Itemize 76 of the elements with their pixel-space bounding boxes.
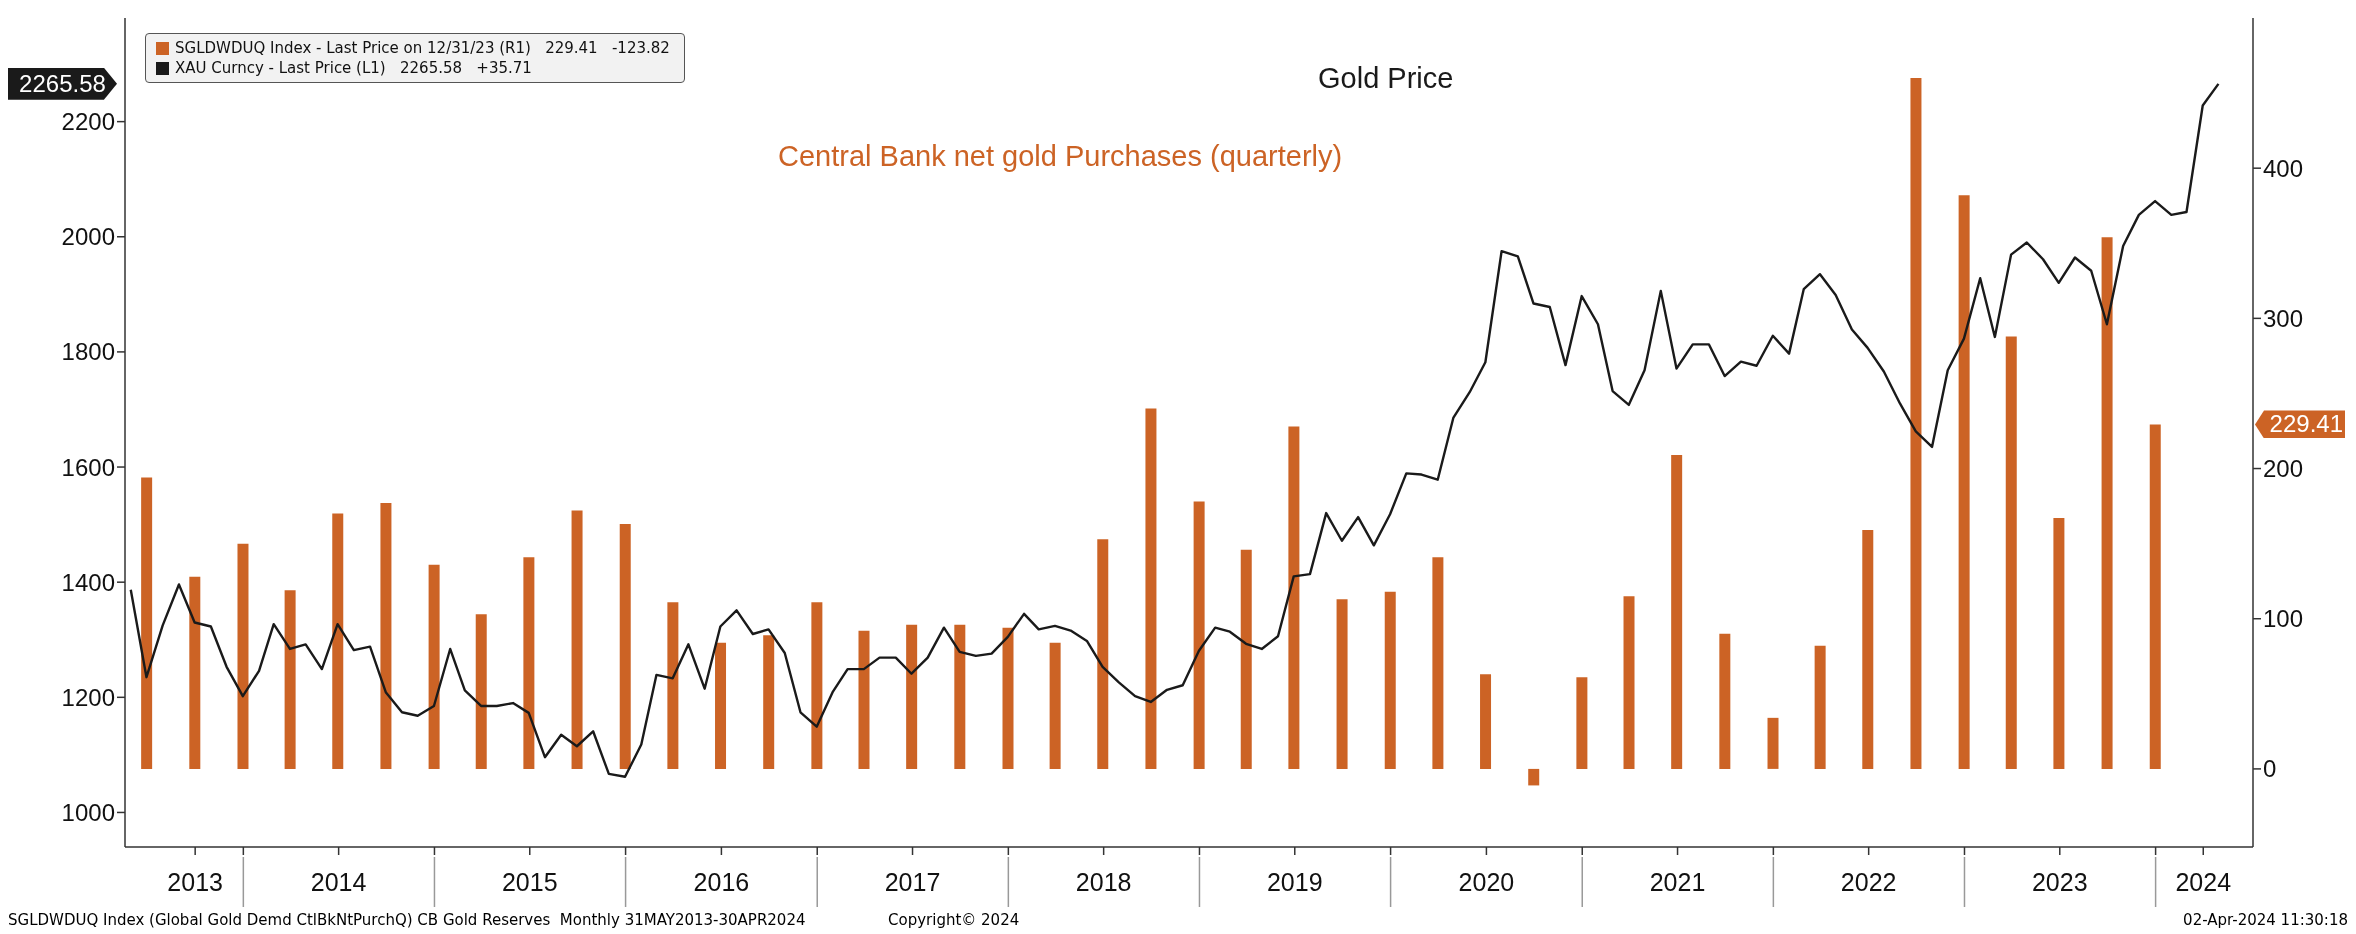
bar <box>1002 627 1014 769</box>
y-tick-label: 1800 <box>61 338 115 366</box>
bar <box>475 614 487 769</box>
bar <box>1814 645 1826 769</box>
text: 02-Apr-2024 11:30:18 <box>2183 911 2348 929</box>
bar <box>2053 518 2065 769</box>
x-tick-label: 2023 <box>2031 868 2088 896</box>
bar <box>1336 599 1348 769</box>
y2-tick-label: 100 <box>2263 605 2304 633</box>
text: 2265.58 <box>8 67 117 100</box>
y2-tick-label: 400 <box>2263 154 2304 182</box>
bar <box>1958 195 1970 769</box>
bar <box>1767 717 1779 769</box>
bar <box>1862 530 1874 769</box>
y2-tick-label: 200 <box>2263 455 2304 483</box>
bar <box>332 513 344 769</box>
bar <box>1097 539 1109 769</box>
y2-tick-label: 300 <box>2263 304 2304 332</box>
x-tick-label: 2017 <box>884 868 941 896</box>
y2-tick-label: 0 <box>2263 755 2277 783</box>
x-tick-label: 2018 <box>1075 868 1132 896</box>
bar <box>1623 596 1635 769</box>
legend-label: XAU Curncy - Last Price (L1) 2265.58 +35.71 <box>175 58 532 78</box>
bar <box>858 630 870 769</box>
x-tick-label: 2022 <box>1840 868 1897 896</box>
x-tick-label: 2019 <box>1266 868 1323 896</box>
bar <box>1049 642 1061 769</box>
bar <box>667 602 679 769</box>
bar <box>1719 633 1731 769</box>
bar <box>954 624 966 769</box>
legend-label: SGLDWDUQ Index - Last Price on 12/31/23 (R1) 229.41 -123.82 <box>175 38 670 58</box>
bar <box>1384 591 1396 769</box>
bar <box>571 510 583 769</box>
bar <box>141 477 153 769</box>
bar <box>2101 237 2113 769</box>
bar <box>1240 549 1252 769</box>
y-tick-label: 1200 <box>61 683 115 711</box>
bar <box>1145 408 1157 769</box>
bar <box>189 576 201 769</box>
bar <box>1910 78 1922 769</box>
bar <box>1193 501 1205 769</box>
y-tick-label: 1400 <box>61 568 115 596</box>
bar <box>380 503 392 769</box>
bar <box>284 590 296 769</box>
bar <box>2149 424 2161 769</box>
bar <box>237 543 249 769</box>
text: Copyright© 2024 <box>888 911 1020 929</box>
bar <box>1432 557 1444 769</box>
bar <box>523 557 535 769</box>
annotation: Gold Price <box>1318 62 1454 95</box>
bar <box>811 602 823 769</box>
x-tick-label: 2021 <box>1649 868 1706 896</box>
x-tick-label: 2020 <box>1458 868 1515 896</box>
bar <box>428 564 440 769</box>
bar <box>1528 768 1540 786</box>
x-tick-label: 2016 <box>693 868 750 896</box>
bar <box>2005 336 2017 769</box>
bar <box>715 642 727 769</box>
bar <box>1671 455 1683 769</box>
x-tick-label: 2014 <box>310 868 367 896</box>
text: 229.41 <box>2255 410 2345 439</box>
bar <box>1576 677 1588 769</box>
x-tick-label: 2013 <box>167 868 223 896</box>
y-tick-label: 1600 <box>61 453 115 481</box>
bar <box>906 624 918 769</box>
y-tick-label: 2000 <box>61 223 115 251</box>
y-tick-label: 1000 <box>61 798 115 826</box>
x-tick-label: 2024 <box>2175 868 2232 896</box>
bar <box>1480 674 1492 769</box>
bar <box>619 524 631 769</box>
annotation: Central Bank net gold Purchases (quarterly) <box>778 140 1343 173</box>
y-tick-label: 2200 <box>61 108 115 136</box>
x-tick-label: 2015 <box>501 868 558 896</box>
bar <box>1288 426 1300 769</box>
text: SGLDWDUQ Index (Global Gold Demd CtlBkNtPurchQ) CB Gold Reserves Monthly 31MAY2013-30APR2024 <box>8 911 806 929</box>
bar <box>763 635 775 769</box>
